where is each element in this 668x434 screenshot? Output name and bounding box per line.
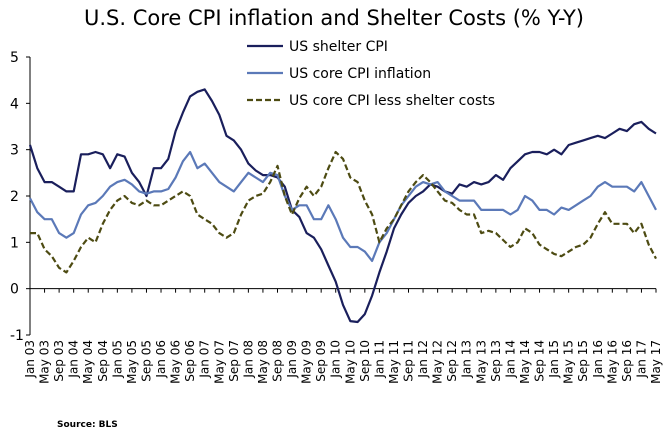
y-tick-label: 0	[10, 282, 19, 298]
x-tick-label: Jan 15	[547, 340, 561, 379]
series-line-3	[30, 150, 657, 274]
x-tick-label: Sep 10	[358, 340, 372, 382]
y-axis: -1 0 1 2 3 4 5	[10, 50, 31, 344]
x-tick-label: May 08	[256, 340, 270, 384]
x-tick-label: Jan 04	[67, 340, 81, 379]
legend-label: US shelter CPI	[289, 39, 388, 55]
y-tick-label: 5	[10, 50, 19, 66]
x-tick-label: May 11	[387, 340, 401, 384]
x-tick-label: May 14	[518, 340, 532, 384]
x-tick-label: May 13	[474, 340, 488, 384]
x-tick-label: May 10	[343, 340, 357, 384]
x-tick-label: Jan 16	[591, 340, 605, 379]
x-tick-label: Jan 03	[23, 340, 37, 379]
x-tick-label: May 17	[649, 340, 663, 384]
x-tick-label: Sep 13	[489, 340, 503, 382]
source-note: Source: BLS	[57, 420, 118, 430]
x-tick-label: May 16	[605, 340, 619, 384]
y-tick-label: -1	[10, 328, 24, 344]
x-tick-label: Sep 06	[183, 340, 197, 382]
y-tick-label: 4	[10, 96, 19, 112]
x-tick-label: Sep 07	[227, 340, 241, 382]
x-tick-label: Sep 08	[270, 340, 284, 382]
x-tick-label: Sep 05	[139, 340, 153, 382]
y-tick-label: 1	[10, 235, 19, 251]
x-tick-label: May 15	[562, 340, 576, 384]
y-tick-label: 3	[10, 143, 19, 159]
x-tick-label: Jan 11	[372, 340, 386, 379]
x-tick-label: Jan 05	[110, 340, 124, 379]
x-tick-label: Sep 03	[52, 340, 66, 382]
x-tick-label: Jan 13	[460, 340, 474, 379]
x-tick-label: Sep 16	[620, 340, 634, 382]
x-tick-label: Jan 06	[154, 340, 168, 379]
x-tick-label: May 09	[300, 340, 314, 384]
x-tick-label: May 06	[169, 340, 183, 384]
x-tick-label: May 12	[431, 340, 445, 384]
x-tick-label: Sep 09	[314, 340, 328, 382]
x-tick-label: May 05	[125, 340, 139, 384]
x-tick-label: May 04	[81, 340, 95, 384]
x-tick-label: May 03	[38, 340, 52, 384]
x-tick-label: May 07	[212, 340, 226, 384]
x-axis: Jan 03 May 03 Sep 03 Jan 04 May 04 Sep 04 Jan …	[23, 288, 663, 384]
x-tick-label: Sep 12	[445, 340, 459, 382]
x-tick-label: Sep 04	[96, 340, 110, 382]
legend: US shelter CPI US core CPI inflation US co…	[247, 39, 495, 109]
x-tick-label: Jan 07	[198, 340, 212, 379]
x-tick-label: Jan 14	[503, 340, 517, 379]
legend-label: US core CPI less shelter costs	[289, 93, 495, 109]
chart-title: U.S. Core CPI inflation and Shelter Cost…	[84, 6, 584, 30]
series-line-2	[29, 150, 657, 262]
x-tick-label: Jan 09	[285, 340, 299, 379]
x-tick-label: Sep 14	[533, 340, 547, 382]
series-lines	[28, 88, 657, 324]
y-tick-label: 2	[10, 189, 19, 205]
x-tick-label: Sep 15	[576, 340, 590, 382]
x-tick-label: Jan 17	[634, 340, 648, 379]
x-tick-label: Jan 10	[329, 340, 343, 379]
x-tick-label: Jan 08	[241, 340, 255, 379]
x-tick-label: Sep 11	[402, 340, 416, 382]
x-tick-label: Jan 12	[416, 340, 430, 379]
legend-label: US core CPI inflation	[289, 66, 431, 82]
series-line-1	[28, 88, 657, 324]
